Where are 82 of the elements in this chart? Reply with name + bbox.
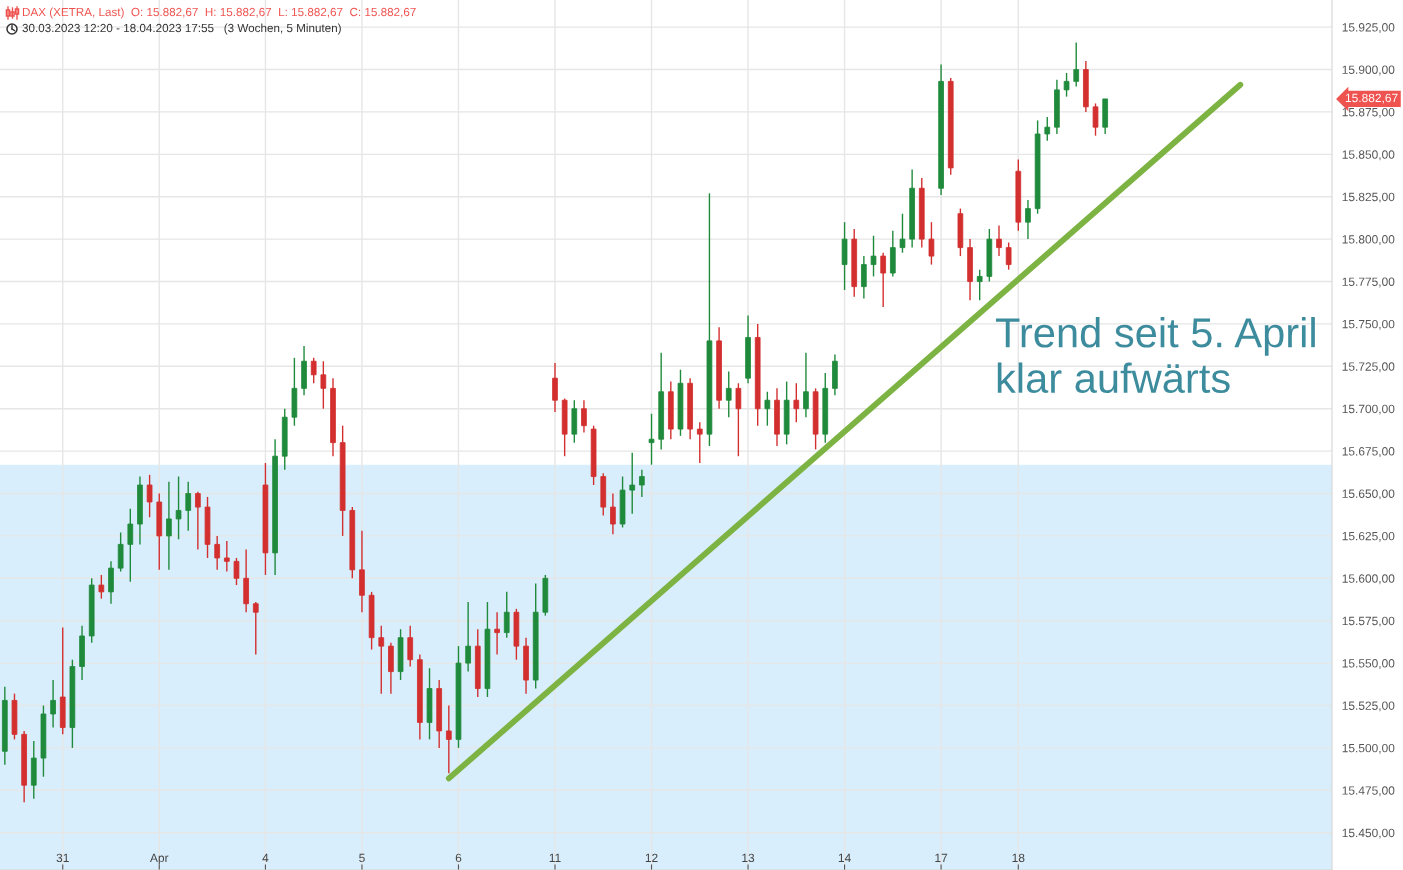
candlestick [696,421,703,464]
candlestick [1005,241,1012,271]
y-tick-label: 15.725,00 [1342,362,1395,373]
candlestick [861,255,867,300]
candlestick [166,480,172,571]
candlestick [233,557,240,586]
candlestick [503,591,510,639]
candlestick [494,611,500,656]
candlestick [1092,102,1099,137]
y-tick-label: 15.800,00 [1342,235,1395,245]
x-tick-label: 11 [549,853,561,862]
candlestick [310,357,317,384]
x-tick-label: 13 [742,853,755,863]
candlestick [117,531,124,573]
x-tick-label: Apr [149,853,169,865]
text: 15.882,67 [1345,93,1398,104]
candlestick [735,382,742,457]
candlestick [880,251,887,308]
candlestick [803,352,809,418]
annotation: Trend seit 5. April klar aufwärts [995,317,1315,394]
y-tick-label: 15.700,00 [1342,404,1395,415]
candlestick [146,474,153,518]
candlestick [465,601,471,673]
y-tick-label: 15.550,00 [1342,659,1395,669]
y-tick-label: 15.825,00 [1342,192,1395,203]
candlestick [610,492,616,535]
text: DAX (XETRA, Last) O: 15.882,67 H: 15.882,67 L: 15.882,67 C: 15.882,67 [22,7,416,19]
y-tick-label: 15.575,00 [1342,616,1395,627]
candlestick [378,625,385,695]
candlestick [108,560,114,605]
y-tick-label: 15.900,00 [1342,65,1395,76]
y-tick-label: 15.600,00 [1342,574,1395,585]
candlestick [629,452,636,515]
y-tick-label: 15.525,00 [1342,701,1395,712]
y-tick-label: 15.675,00 [1342,447,1395,457]
x-tick-label: 12 [645,853,658,862]
y-tick-label: 15.650,00 [1342,489,1395,500]
candlestick [98,574,105,600]
candlestick [581,399,587,434]
x-tick-label: 18 [1012,853,1025,863]
candlestick [928,221,935,266]
candlestick [552,362,558,413]
candlestick [223,540,230,573]
candlestick [407,625,414,668]
candlestick [725,370,732,418]
candlestick [976,268,983,301]
candlestick [1025,199,1031,240]
candlestick [320,360,327,410]
x-tick-label: 4 [262,853,269,862]
candlestick [1073,41,1080,88]
candlestick [185,480,192,532]
candlestick [899,212,906,254]
y-tick-label: 15.750,00 [1342,319,1395,330]
candlestick [252,601,259,656]
y-tick-label: 15.850,00 [1342,150,1395,161]
candlestick [445,704,452,775]
candlestick [870,235,877,278]
y-tick-label: 15.775,00 [1342,277,1395,288]
candlestick [1063,72,1070,98]
candlestick [793,382,800,423]
x-tick-label: 14 [838,853,851,862]
candlestick [214,535,221,571]
y-tick-label: 15.500,00 [1342,743,1395,754]
candlestick [639,469,645,498]
candlestick [50,679,56,729]
y-tick-label: 15.875,00 [1342,107,1395,118]
text: 30.03.2023 12:20 - 18.04.2023 17:55 (3 Wochen, 5 Minuten) [22,23,341,35]
candlestick [195,491,201,551]
candlestick [1044,116,1051,142]
y-tick-label: 15.450,00 [1342,828,1395,839]
candlestick [764,391,771,427]
x-tick-label: 5 [359,853,365,863]
x-tick-label: 6 [455,853,462,863]
y-tick-label: 15.925,00 [1342,23,1395,33]
candlestick [127,508,134,583]
y-tick-label: 15.475,00 [1342,786,1395,797]
candlestick [175,475,182,540]
x-tick-label: 31 [56,853,69,863]
candlestick [648,413,655,466]
y-tick-label: 15.625,00 [1342,531,1395,542]
x-tick-label: 17 [935,853,948,862]
candlestick [996,224,1002,257]
